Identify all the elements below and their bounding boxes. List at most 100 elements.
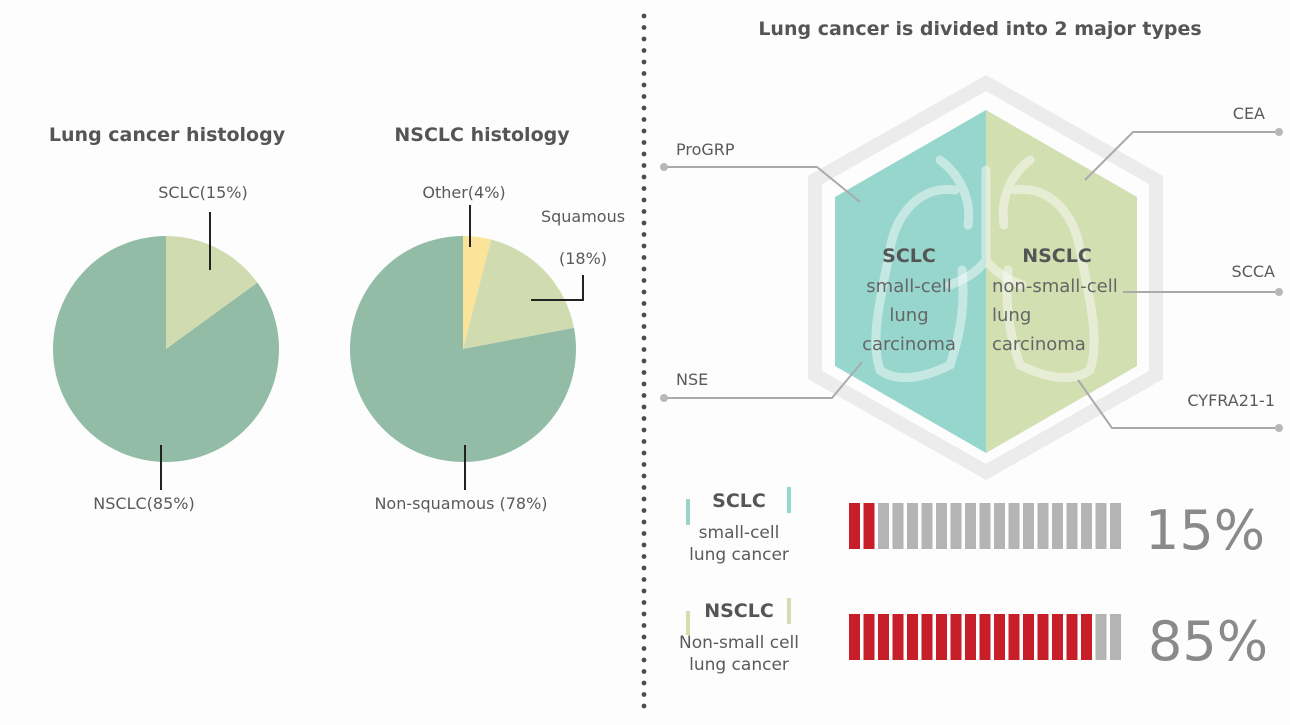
divider-dot [641,439,647,444]
hexagon-right-line1: non-small-cell [992,276,1118,297]
divider-dot [641,82,647,88]
sclc-percent: 15% [1145,499,1265,562]
divider-dot [641,312,647,318]
pie-lung-cancer-histology [52,236,279,462]
divider-dot [641,94,647,99]
pie2-title: NSCLC histology [394,124,570,146]
hexagon-right-line3: carcinoma [992,334,1086,355]
bar-segment [994,503,1005,549]
nsclc-accent-left [686,611,690,635]
bar-segment [950,503,962,549]
pie2-slice-0 [463,236,492,349]
sclc-row-abbr: SCLC [712,490,766,512]
divider-dot [641,634,647,640]
marker-callout-lines [664,131,1279,429]
progrp-callout [664,166,861,203]
divider-dot [641,657,647,663]
bar-segment [1081,614,1092,660]
divider-dot [641,174,647,180]
marker-scca: SCCA [1232,262,1276,281]
bar-segment [907,503,918,549]
nsclc-row-abbr: NSCLC [704,600,774,622]
bar-segment [1052,503,1063,549]
divider-dot [641,186,647,191]
marker-cea: CEA [1233,104,1265,123]
divider-dot [641,416,647,421]
divider-dot [641,565,647,571]
divider-dot [641,301,647,306]
divider-dot [641,163,647,168]
right-panel-title: Lung cancer is divided into 2 major type… [758,18,1201,40]
divider-dot [641,370,647,375]
bar-segment [1023,614,1034,660]
bar-segment [1066,614,1078,660]
divider-dot [641,71,647,76]
marker-callout-dots [660,128,1283,432]
bar-segment [878,503,889,549]
nsclc-segment-bar [849,614,1121,660]
bar-segment [994,614,1005,660]
pie2-slice-1 [463,239,574,349]
divider-dot [641,427,647,433]
divider-dot [641,48,647,53]
divider-dot [641,531,647,536]
hexagon-left-half [835,110,986,453]
sclc-row-desc2: lung cancer [689,545,789,565]
divider-dot [641,554,647,559]
bar-segment [979,614,991,660]
pie2-nonsquamous-label: Non-squamous (78%) [374,494,547,513]
divider-dot [641,335,647,341]
divider-dot [641,450,647,456]
divider-dot [641,117,647,122]
divider-dot [641,347,647,352]
bar-segment [1008,503,1020,549]
proportion-row-nsclc: NSCLC Non-small cell lung cancer 85% [679,598,1268,675]
divider-dot [641,703,647,709]
divider-dot [641,542,647,548]
bar-segment [878,614,889,660]
bar-segment [921,503,933,549]
divider-dot [641,105,647,111]
bar-segment [1037,614,1049,660]
bar-segment [1081,503,1092,549]
divider-dot [641,692,647,697]
bar-segment [1037,503,1049,549]
panel-divider [641,13,647,709]
divider-dot [641,611,647,617]
pie1-title: Lung cancer histology [49,124,286,146]
divider-dot [641,669,647,674]
divider-dot [641,680,647,686]
divider-dot [641,36,647,42]
divider-dot [641,13,647,19]
hexagon-right-line2: lung [992,305,1031,326]
sclc-accent-right [787,487,791,513]
hexagon-outer-ring [808,74,1163,481]
marker-progrp: ProGRP [676,140,735,159]
bar-segment [1008,614,1020,660]
divider-dot [641,508,647,513]
divider-dot [641,588,647,594]
hexagon-left-line2: lung [889,305,928,326]
bar-segment [950,614,962,660]
hexagon-left-line3: carcinoma [862,334,956,355]
nsclc-percent: 85% [1148,610,1268,673]
pie1-slice-0 [166,236,258,349]
pie2-squamous-label-line2: (18%) [559,249,607,268]
bar-segment [921,614,933,660]
pie2-squamous-leader [531,275,584,301]
divider-dot [641,197,647,203]
hexagon-left-abbr: SCLC [882,245,936,267]
sclc-segment-bar [849,503,1121,549]
divider-dot [641,646,647,651]
sclc-row-desc1: small-cell [699,523,780,543]
divider-dot [641,209,647,214]
divider-dot [641,266,647,272]
bar-segment [849,614,860,660]
bar-segment [849,503,860,549]
proportion-row-sclc: SCLC small-cell lung cancer 15% [686,487,1265,565]
bar-segment [979,503,991,549]
divider-dot [641,462,647,467]
pie2-slice-2 [349,236,576,462]
marker-nse: NSE [676,370,708,389]
divider-dot [641,496,647,502]
